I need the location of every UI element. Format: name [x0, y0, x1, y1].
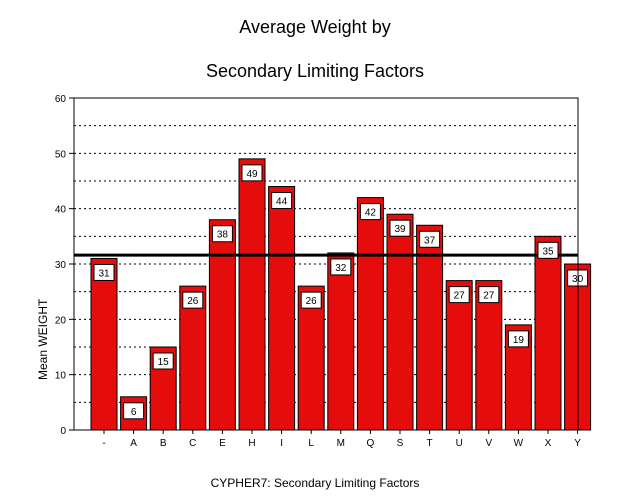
grid-lines: [74, 125, 578, 403]
data-label-box: [330, 258, 352, 276]
data-label-L: 26: [306, 296, 318, 307]
x-tick-label: S: [397, 438, 404, 449]
data-label-S: 39: [394, 224, 406, 235]
bar-T: [416, 224, 444, 431]
y-tick-label: 50: [55, 149, 67, 160]
data-label-box: [478, 286, 500, 304]
x-axis-label: CYPHER7: Secondary Limiting Factors: [210, 476, 420, 490]
bar-X: [534, 235, 562, 431]
x-tick-label: U: [456, 438, 463, 449]
x-tick-label: Q: [367, 438, 375, 449]
data-label-X: 35: [542, 246, 554, 257]
bar-L: [297, 285, 325, 431]
data-label-box: [271, 192, 293, 210]
x-tick-label: V: [485, 438, 492, 449]
y-tick-label: 0: [60, 426, 66, 437]
data-label-box: [182, 291, 204, 309]
bar--: [90, 257, 118, 431]
x-tick-label: -: [102, 438, 105, 449]
data-label-H: 49: [246, 169, 258, 180]
y-axis-label: Mean WEIGHT: [36, 298, 50, 380]
data-label-box: [537, 241, 559, 259]
data-label-box: [389, 219, 411, 237]
x-tick-label: I: [280, 438, 283, 449]
bars: [90, 158, 592, 431]
data-label-W: 19: [513, 335, 525, 346]
x-tick-label: T: [427, 438, 433, 449]
y-tick-label: 30: [55, 260, 67, 271]
data-label-V: 27: [483, 291, 495, 302]
data-label-box: [93, 263, 115, 281]
data-label--: 31: [98, 268, 110, 279]
data-label-box: [211, 225, 233, 243]
data-label-E: 38: [217, 230, 229, 241]
data-label-I: 44: [276, 197, 288, 208]
x-tick-label: C: [189, 438, 196, 449]
x-tick-label: H: [248, 438, 255, 449]
bar-Q: [356, 197, 384, 431]
data-label-C: 26: [187, 296, 199, 307]
bar-I: [268, 186, 296, 431]
data-label-box: [419, 230, 441, 248]
x-tick-label: B: [160, 438, 167, 449]
data-label-A: 6: [131, 407, 137, 418]
data-label-box: [507, 330, 529, 348]
x-tick-label: M: [337, 438, 345, 449]
bar-E: [208, 219, 236, 431]
data-label-T: 37: [424, 235, 436, 246]
y-tick-label: 10: [55, 371, 67, 382]
chart-title-line1: Average Weight by: [239, 17, 391, 37]
x-tick-label: W: [514, 438, 524, 449]
data-label-U: 27: [454, 291, 466, 302]
y-tick-label: 60: [55, 94, 67, 105]
data-label-M: 32: [335, 263, 347, 274]
y-tick-label: 40: [55, 205, 67, 216]
bar-H: [238, 158, 266, 431]
data-label-box: [359, 203, 381, 221]
data-label-box: [152, 352, 174, 370]
data-label-box: [241, 164, 263, 182]
chart-title-line2: Secondary Limiting Factors: [205, 61, 425, 81]
data-label-B: 15: [158, 357, 170, 368]
x-tick-label: Y: [574, 438, 581, 449]
bar-S: [386, 213, 414, 431]
data-label-box: [123, 402, 145, 420]
bar-C: [179, 285, 207, 431]
x-tick-label: X: [545, 438, 552, 449]
x-tick-label: A: [130, 438, 137, 449]
data-label-box: [300, 291, 322, 309]
data-label-box: [448, 286, 470, 304]
axes: 0 10 20 30 40 50 60 - A B C E H I L M Q S T U V W X Y: [55, 94, 581, 449]
data-label-Q: 42: [365, 208, 377, 219]
bar-M: [327, 252, 355, 431]
x-tick-label: E: [219, 438, 226, 449]
x-tick-label: L: [308, 438, 314, 449]
y-tick-label: 20: [55, 315, 67, 326]
